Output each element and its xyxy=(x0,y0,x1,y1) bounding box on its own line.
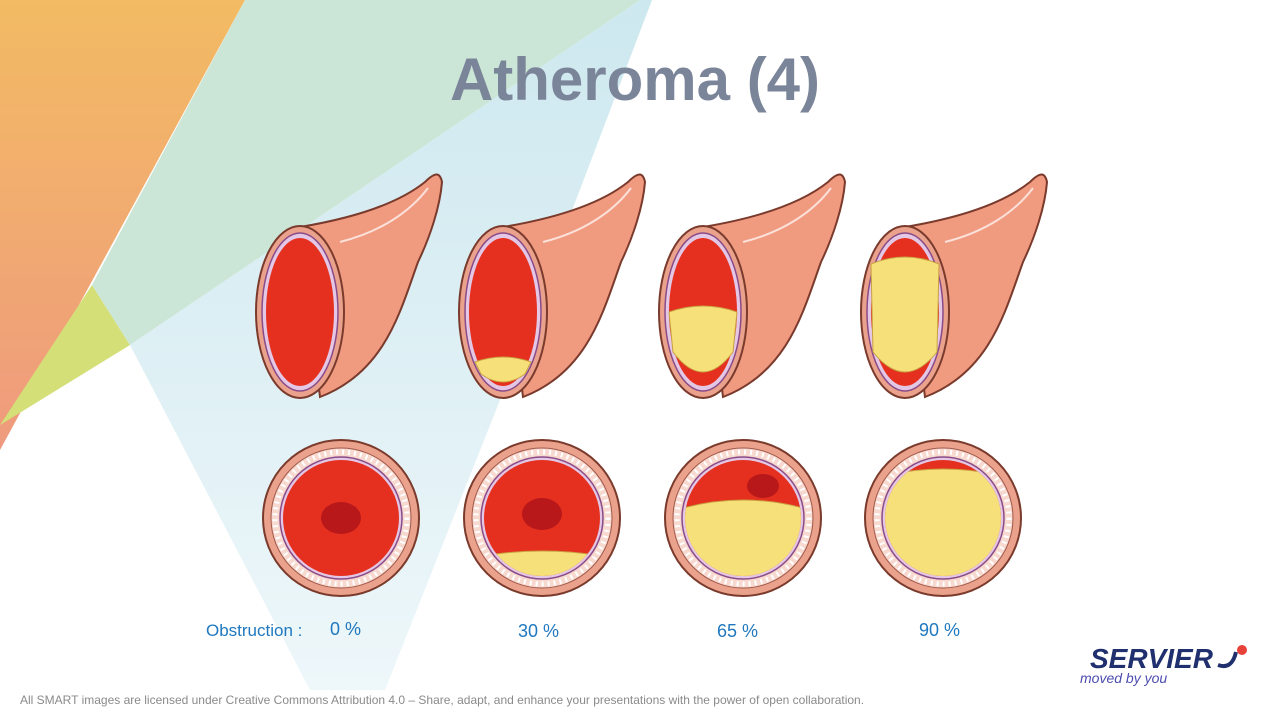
bg-blue xyxy=(130,0,652,690)
obstruction-label: 65 % xyxy=(717,621,758,641)
section-0 xyxy=(263,440,419,596)
artery-90 xyxy=(860,173,1048,399)
obstruction-caption: Obstruction : xyxy=(206,621,302,640)
section-30 xyxy=(464,440,620,596)
artery-65 xyxy=(658,173,846,399)
obstruction-label: 0 % xyxy=(330,619,361,639)
obstruction-label: 30 % xyxy=(518,621,559,641)
logo-name: SERVIER xyxy=(1090,643,1214,674)
logo-tagline: moved by you xyxy=(1080,670,1167,686)
logo-star xyxy=(1237,645,1247,655)
bg-green xyxy=(92,0,640,345)
artery-30 xyxy=(458,173,646,399)
section-65 xyxy=(665,440,821,596)
logo-swoosh xyxy=(1217,651,1238,669)
footer: All SMART images are licensed under Crea… xyxy=(20,693,864,707)
title: Atheroma (4) xyxy=(450,46,820,113)
bg-lime xyxy=(0,285,130,425)
section-90 xyxy=(865,440,1021,596)
obstruction-label: 90 % xyxy=(919,620,960,640)
